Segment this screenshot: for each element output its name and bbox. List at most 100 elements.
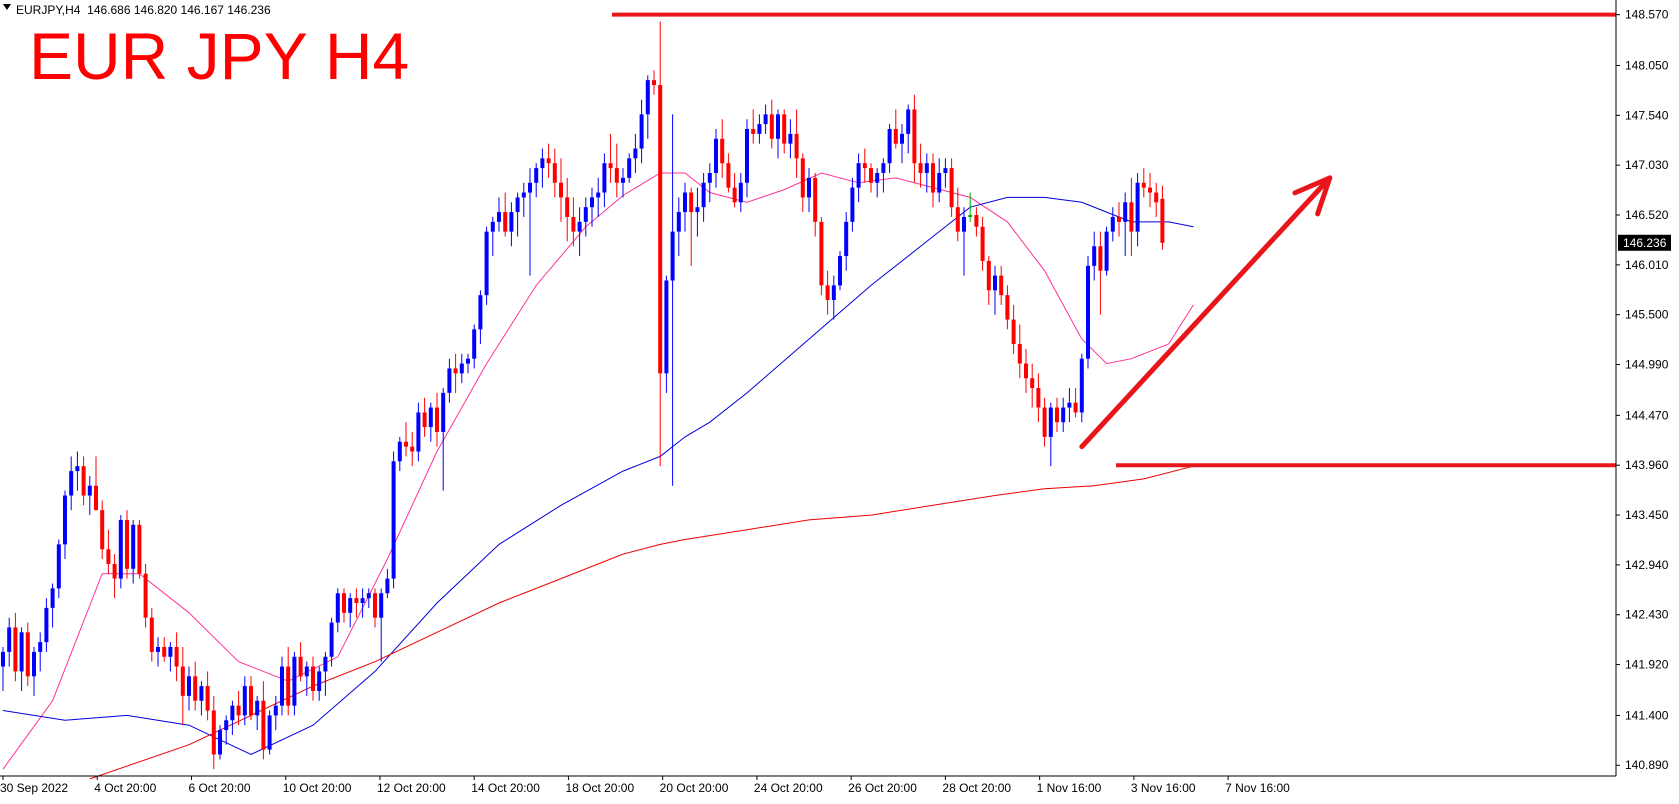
y-tick-label: 141.400 (1625, 708, 1669, 722)
candle-body (738, 182, 743, 203)
candle-body (100, 510, 105, 550)
candle-body (714, 138, 718, 173)
candle (862, 148, 867, 183)
candle (689, 187, 694, 266)
y-tick-label: 141.920 (1625, 658, 1669, 672)
candle-body (1086, 265, 1090, 359)
triangle-down-icon[interactable] (3, 4, 11, 10)
candle-body (441, 392, 446, 432)
candle (577, 207, 582, 257)
trend-arrow-shaft[interactable] (1079, 175, 1333, 450)
candle (850, 177, 855, 232)
candle (924, 153, 929, 193)
candle-body (497, 212, 501, 222)
candle-body (912, 109, 917, 164)
candle (193, 661, 198, 711)
candle-body (1135, 182, 1140, 232)
candle (937, 158, 942, 203)
candle-body (720, 138, 725, 164)
candle-body (149, 617, 154, 652)
candlesticks (1, 21, 1165, 770)
price-axis (0, 0, 1617, 777)
candle (602, 153, 607, 208)
candle-body (831, 285, 836, 301)
candle-body (695, 207, 700, 213)
candle-body (106, 549, 111, 564)
candle (323, 651, 328, 696)
candle-body (1154, 192, 1159, 203)
candle (329, 617, 334, 667)
ma-line-mid (2, 196, 1194, 756)
candle (187, 666, 191, 711)
candle (683, 182, 687, 232)
candle-body (1011, 319, 1016, 345)
candle-body (255, 700, 260, 716)
candle-body (825, 285, 830, 301)
candle (149, 607, 154, 662)
candle-body (453, 368, 458, 374)
candle (1, 646, 5, 691)
candle (534, 163, 539, 198)
candle (162, 637, 167, 662)
candle-body (81, 466, 86, 496)
candle (621, 168, 625, 198)
candle-body (906, 109, 911, 134)
x-tick-label: 14 Oct 20:00 (471, 781, 540, 795)
candle-body (180, 666, 185, 696)
candle (1154, 182, 1159, 217)
candle (645, 75, 650, 139)
candle-body (7, 627, 12, 652)
y-tick-label: 142.430 (1625, 608, 1669, 622)
candle-body (1017, 344, 1022, 364)
candle-body (931, 163, 935, 193)
candle-body (187, 676, 191, 696)
candle-body (546, 158, 551, 164)
candle (112, 554, 117, 599)
candle-body (924, 163, 929, 173)
candle-body (782, 114, 787, 144)
candle-body (211, 710, 216, 755)
candle (94, 456, 98, 511)
candle-body (800, 158, 805, 198)
candle-body (980, 226, 985, 261)
candle-body (565, 197, 570, 217)
candle (993, 265, 997, 315)
candle-body (94, 485, 98, 511)
y-tick-label: 145.500 (1625, 308, 1669, 322)
x-tick-label: 10 Oct 20:00 (283, 781, 352, 795)
candle (125, 510, 129, 579)
chart-header: EURJPY,H4 146.686 146.820 146.167 146.23… (3, 3, 271, 17)
candle (794, 109, 799, 178)
candle (453, 353, 458, 393)
candle (900, 124, 904, 164)
candle-body (701, 182, 706, 208)
candle-body (751, 129, 756, 134)
candle-body (943, 168, 948, 173)
candle-body (459, 363, 464, 374)
candle-body (404, 441, 408, 447)
candle (695, 187, 700, 237)
y-tick-label: 144.470 (1625, 408, 1669, 422)
candle-body (602, 163, 607, 193)
candle-body (633, 148, 638, 159)
candle (19, 627, 24, 691)
candle-body (999, 275, 1004, 296)
candle (999, 265, 1004, 305)
candle-body (44, 607, 49, 643)
candle (732, 172, 737, 208)
candle-body (131, 524, 136, 569)
x-tick-label: 6 Oct 20:00 (188, 781, 250, 795)
candle-body (707, 172, 712, 183)
x-tick-label: 26 Oct 20:00 (848, 781, 917, 795)
candle (354, 588, 359, 618)
candle-body (645, 80, 650, 115)
candle-body (614, 168, 619, 183)
candle (893, 109, 898, 149)
candle (242, 676, 247, 726)
y-tick-label: 143.960 (1625, 458, 1669, 472)
candle-body (193, 676, 198, 701)
candle (447, 358, 452, 403)
candle-body (652, 80, 656, 86)
